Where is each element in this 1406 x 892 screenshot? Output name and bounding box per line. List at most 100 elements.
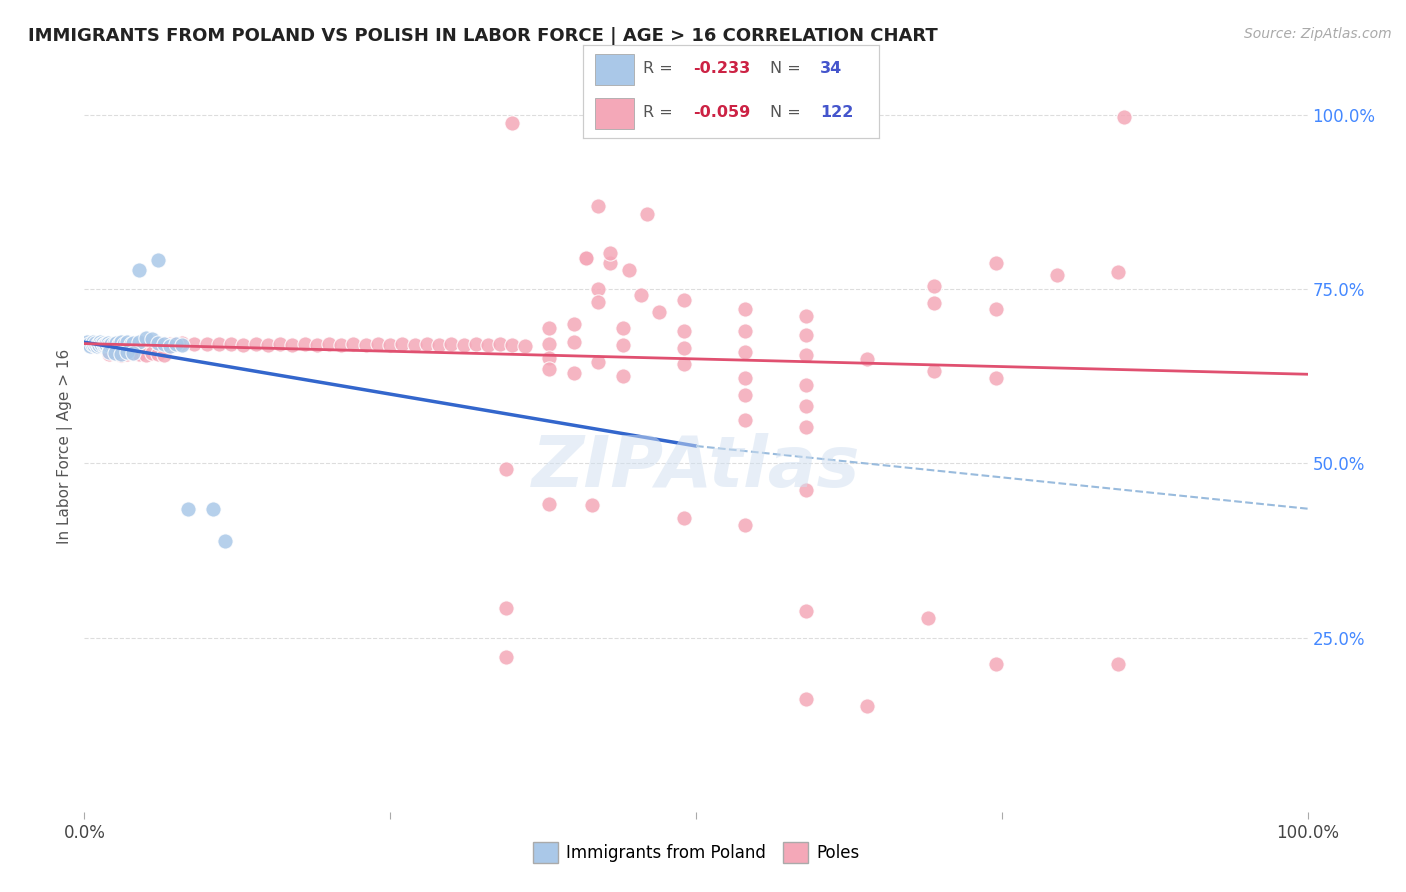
Point bbox=[495, 650, 517, 665]
Point bbox=[502, 338, 524, 352]
Point bbox=[152, 338, 174, 352]
Text: R =: R = bbox=[643, 62, 678, 77]
Point bbox=[93, 338, 115, 352]
Point bbox=[612, 369, 634, 384]
Point bbox=[110, 338, 132, 352]
Point bbox=[142, 338, 165, 352]
Point bbox=[195, 337, 218, 351]
Point bbox=[87, 336, 110, 351]
Point bbox=[112, 336, 135, 351]
Point bbox=[159, 339, 181, 353]
Point bbox=[79, 339, 101, 353]
Point bbox=[79, 337, 101, 351]
Point bbox=[924, 296, 946, 310]
Point bbox=[672, 342, 695, 356]
Point bbox=[599, 256, 621, 270]
Point bbox=[146, 252, 169, 267]
Point bbox=[110, 335, 132, 350]
Point bbox=[149, 337, 172, 351]
Point bbox=[538, 320, 561, 334]
Point bbox=[538, 336, 561, 351]
Point bbox=[122, 346, 145, 360]
Point bbox=[636, 207, 658, 221]
Text: ZIPAtlas: ZIPAtlas bbox=[531, 434, 860, 502]
Point bbox=[794, 348, 817, 362]
Point bbox=[734, 301, 756, 316]
Point bbox=[87, 338, 110, 352]
Point bbox=[103, 337, 125, 351]
Point bbox=[91, 335, 114, 350]
Point bbox=[984, 371, 1007, 385]
Point bbox=[367, 337, 389, 351]
Text: N =: N = bbox=[769, 105, 806, 120]
Point bbox=[110, 347, 132, 361]
Point bbox=[562, 317, 585, 331]
Point bbox=[672, 358, 695, 372]
Point bbox=[794, 691, 817, 706]
Point bbox=[84, 335, 107, 350]
Legend: Immigrants from Poland, Poles: Immigrants from Poland, Poles bbox=[526, 836, 866, 869]
Text: R =: R = bbox=[643, 105, 678, 120]
Point bbox=[984, 301, 1007, 316]
Point bbox=[1107, 265, 1129, 279]
Point bbox=[122, 346, 145, 360]
Text: 122: 122 bbox=[820, 105, 853, 120]
Point bbox=[80, 339, 103, 353]
Point bbox=[177, 501, 200, 516]
Text: -0.059: -0.059 bbox=[693, 105, 749, 120]
Point bbox=[83, 338, 105, 352]
Point bbox=[146, 335, 169, 350]
Point bbox=[141, 333, 163, 347]
Point bbox=[127, 337, 149, 351]
Point bbox=[354, 338, 377, 352]
Point bbox=[89, 335, 111, 350]
Point bbox=[159, 337, 181, 351]
Text: N =: N = bbox=[769, 62, 806, 77]
Point bbox=[146, 338, 169, 352]
Point bbox=[86, 339, 108, 353]
Point bbox=[599, 246, 621, 260]
Point bbox=[97, 338, 120, 352]
Point bbox=[128, 347, 150, 361]
Point bbox=[305, 338, 328, 352]
Point bbox=[575, 251, 598, 265]
Point bbox=[110, 348, 132, 362]
Point bbox=[120, 337, 142, 351]
Point bbox=[538, 362, 561, 376]
Point bbox=[984, 256, 1007, 270]
Point bbox=[489, 337, 512, 351]
Point bbox=[586, 294, 609, 309]
Point bbox=[128, 262, 150, 277]
Point bbox=[575, 251, 598, 265]
Point bbox=[502, 116, 524, 130]
Bar bbox=[595, 54, 634, 85]
Point bbox=[97, 337, 120, 351]
Y-axis label: In Labor Force | Age > 16: In Labor Force | Age > 16 bbox=[58, 349, 73, 543]
Point bbox=[794, 420, 817, 434]
Point bbox=[794, 604, 817, 618]
Point bbox=[672, 293, 695, 308]
Point bbox=[89, 337, 111, 351]
Point bbox=[586, 199, 609, 213]
Point bbox=[495, 462, 517, 476]
Point bbox=[122, 335, 145, 350]
Point bbox=[794, 309, 817, 323]
Point bbox=[94, 336, 117, 351]
Point bbox=[391, 337, 413, 351]
Point bbox=[143, 337, 166, 351]
Point bbox=[104, 346, 127, 360]
Point bbox=[156, 338, 179, 352]
Point bbox=[672, 324, 695, 338]
Point bbox=[201, 501, 224, 516]
Point bbox=[115, 335, 138, 350]
Point bbox=[107, 336, 129, 351]
Point bbox=[794, 327, 817, 342]
Point bbox=[96, 337, 118, 351]
Point bbox=[115, 345, 138, 359]
Point bbox=[87, 338, 110, 352]
Point bbox=[464, 337, 486, 351]
Point bbox=[172, 335, 194, 350]
Point bbox=[105, 338, 128, 352]
Point bbox=[83, 338, 105, 352]
Point bbox=[208, 336, 231, 351]
